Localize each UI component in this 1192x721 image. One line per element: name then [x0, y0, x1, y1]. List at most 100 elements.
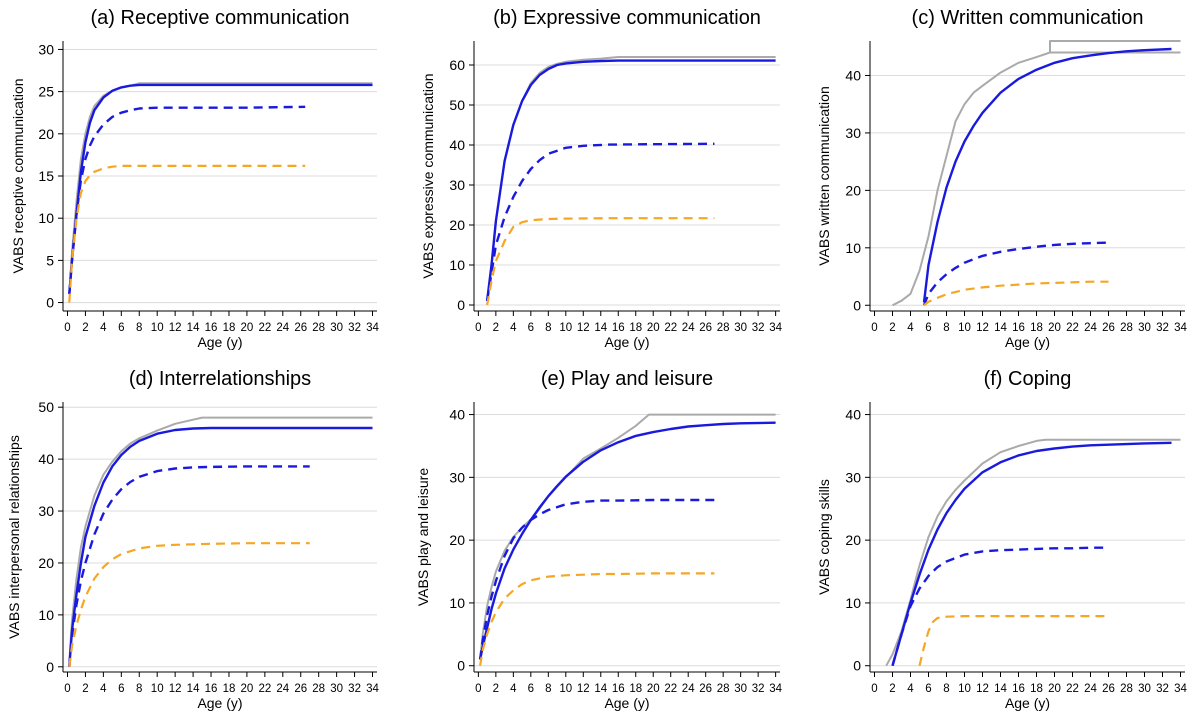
y-tick-label: 20	[845, 182, 861, 198]
y-tick-label: 30	[449, 469, 465, 485]
x-tick-label: 12	[976, 322, 989, 334]
y-tick-label: 40	[845, 407, 861, 423]
x-tick-label: 28	[717, 322, 730, 334]
x-tick-label: 10	[151, 322, 164, 334]
x-tick-label: 16	[205, 683, 218, 695]
x-tick-label: 20	[1048, 322, 1061, 334]
x-tick-label: 2	[493, 322, 499, 334]
x-tick-label: 0	[475, 683, 481, 695]
y-tick-label: 10	[449, 257, 465, 273]
x-tick-label: 12	[169, 683, 182, 695]
x-tick-label: 20	[647, 683, 660, 695]
x-tick-label: 28	[717, 683, 730, 695]
x-tick-label: 8	[943, 322, 949, 334]
series-line-gray-solid	[885, 438, 1181, 667]
x-tick-label: 8	[545, 322, 551, 334]
y-tick-label: 30	[449, 177, 465, 193]
x-axis-label: Age (y)	[604, 695, 649, 711]
x-tick-label: 0	[871, 322, 877, 334]
series-line-gray-solid	[892, 40, 1181, 307]
x-tick-label: 34	[366, 322, 379, 334]
x-tick-label: 26	[699, 322, 712, 334]
x-tick-label: 26	[294, 683, 307, 695]
y-tick-label: 30	[38, 41, 54, 57]
series-line-gray-solid	[68, 416, 373, 662]
x-tick-label: 24	[1084, 322, 1097, 334]
y-tick-label: 10	[38, 210, 54, 226]
x-tick-label: 12	[976, 683, 989, 695]
y-tick-label: 5	[46, 252, 54, 268]
series-line-blue-solid	[891, 441, 1172, 667]
series-line-orange-dash	[918, 614, 1109, 666]
x-tick-label: 24	[682, 683, 695, 695]
x-tick-label: 30	[330, 683, 343, 695]
y-tick-label: 40	[449, 407, 465, 423]
x-tick-label: 2	[889, 322, 895, 334]
series-line-blue-dash	[478, 498, 715, 660]
y-axis-label: VABS coping skills	[816, 479, 832, 595]
series-line-gray-solid	[486, 56, 776, 302]
x-tick-label: 30	[1138, 322, 1151, 334]
x-tick-label: 30	[330, 322, 343, 334]
x-axis-label: Age (y)	[604, 334, 649, 350]
x-tick-label: 32	[348, 322, 361, 334]
x-tick-label: 14	[994, 683, 1007, 695]
x-tick-label: 8	[136, 322, 142, 334]
y-axis-label: VABS expressive communication	[420, 73, 436, 278]
y-tick-label: 15	[38, 168, 54, 184]
x-tick-label: 4	[907, 683, 914, 695]
x-tick-label: 28	[1120, 683, 1133, 695]
y-tick-label: 40	[38, 451, 54, 467]
x-tick-label: 34	[1174, 683, 1187, 695]
y-axis-label: VABS play and leisure	[415, 468, 431, 606]
x-tick-label: 34	[366, 683, 379, 695]
x-tick-label: 6	[118, 683, 124, 695]
x-tick-label: 4	[100, 683, 107, 695]
x-tick-label: 14	[994, 322, 1007, 334]
x-tick-label: 18	[223, 683, 236, 695]
y-tick-label: 20	[845, 532, 861, 548]
series-line-blue-dash	[485, 142, 715, 302]
x-tick-label: 22	[258, 683, 271, 695]
x-tick-label: 4	[510, 322, 517, 334]
y-tick-label: 10	[38, 607, 54, 623]
x-tick-label: 20	[647, 322, 660, 334]
x-tick-label: 14	[187, 683, 200, 695]
x-tick-label: 18	[1030, 683, 1043, 695]
x-tick-label: 14	[187, 322, 200, 334]
x-tick-label: 18	[629, 683, 642, 695]
x-tick-label: 32	[1156, 322, 1169, 334]
x-tick-label: 2	[82, 322, 88, 334]
x-tick-label: 24	[682, 322, 695, 334]
y-tick-label: 60	[449, 57, 465, 73]
panel-title: (c) Written communication	[912, 7, 1144, 29]
y-axis-label: VABS receptive communication	[10, 78, 26, 273]
series-line-orange-dash	[68, 542, 310, 667]
x-tick-label: 0	[871, 683, 877, 695]
y-tick-label: 10	[845, 240, 861, 256]
x-axis-label: Age (y)	[1005, 695, 1050, 711]
x-tick-label: 6	[528, 683, 534, 695]
y-tick-label: 0	[853, 658, 861, 674]
x-tick-label: 18	[629, 322, 642, 334]
x-tick-label: 30	[1138, 683, 1151, 695]
series-line-gray-solid	[68, 82, 373, 295]
x-tick-label: 18	[1030, 322, 1043, 334]
x-tick-label: 12	[577, 322, 590, 334]
x-tick-label: 22	[664, 683, 677, 695]
series-line-blue-solid	[485, 59, 776, 302]
x-tick-label: 4	[100, 322, 107, 334]
series-line-orange-dash	[486, 217, 715, 306]
x-tick-label: 24	[1084, 683, 1097, 695]
panel-title: (f) Coping	[984, 368, 1072, 390]
y-tick-label: 0	[853, 297, 861, 313]
y-tick-label: 50	[449, 97, 465, 113]
x-tick-label: 18	[223, 322, 236, 334]
x-tick-label: 6	[118, 322, 124, 334]
y-tick-label: 0	[457, 658, 465, 674]
x-tick-label: 6	[925, 322, 931, 334]
